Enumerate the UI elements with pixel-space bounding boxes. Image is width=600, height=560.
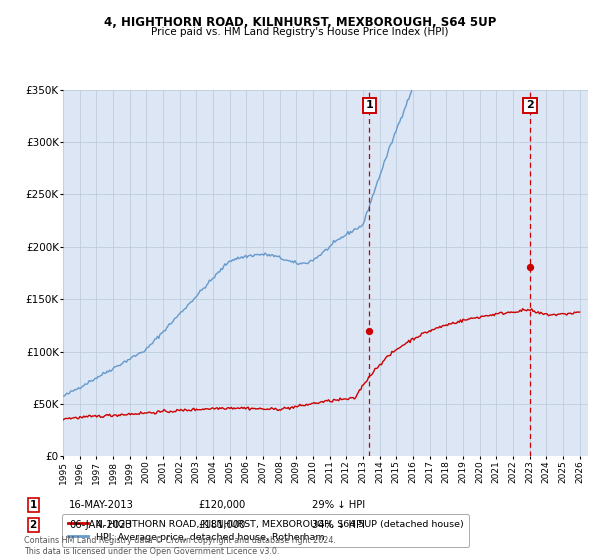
Legend: 4, HIGHTHORN ROAD, KILNHURST, MEXBOROUGH, S64 5UP (detached house), HPI: Average: 4, HIGHTHORN ROAD, KILNHURST, MEXBOROUGH… (62, 514, 469, 547)
Text: 16-MAY-2013: 16-MAY-2013 (69, 500, 134, 510)
Text: £181,000: £181,000 (198, 520, 245, 530)
Text: Contains HM Land Registry data © Crown copyright and database right 2024.
This d: Contains HM Land Registry data © Crown c… (24, 536, 336, 556)
Text: Price paid vs. HM Land Registry's House Price Index (HPI): Price paid vs. HM Land Registry's House … (151, 27, 449, 37)
Text: £120,000: £120,000 (198, 500, 245, 510)
Text: 1: 1 (365, 100, 373, 110)
Point (364, 326, 374, 335)
Text: 06-JAN-2023: 06-JAN-2023 (69, 520, 132, 530)
Text: 2: 2 (526, 100, 534, 110)
Text: 29% ↓ HPI: 29% ↓ HPI (312, 500, 365, 510)
Text: 4, HIGHTHORN ROAD, KILNHURST, MEXBOROUGH, S64 5UP: 4, HIGHTHORN ROAD, KILNHURST, MEXBOROUGH… (104, 16, 496, 29)
Point (525, 262, 535, 271)
Text: 1: 1 (29, 500, 37, 510)
Text: 2: 2 (29, 520, 37, 530)
Text: 34% ↓ HPI: 34% ↓ HPI (312, 520, 365, 530)
